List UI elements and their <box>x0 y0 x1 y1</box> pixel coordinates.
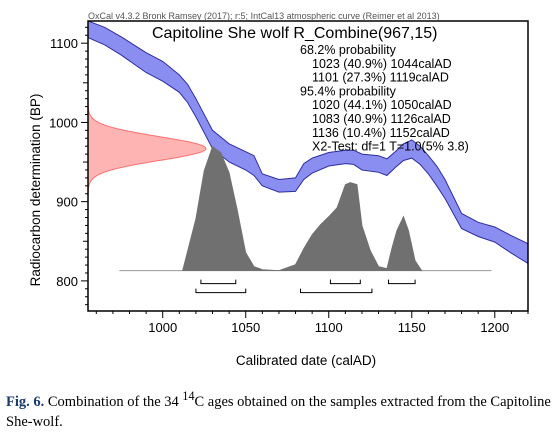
y-tick-label: 1100 <box>50 36 78 51</box>
range-68-bracket <box>388 279 416 285</box>
stats-line: 1101 (27.3%) 1119calAD <box>312 71 449 85</box>
y-axis-label: Radiocarbon determination (BP) <box>28 94 43 287</box>
x-tick-label: 1000 <box>148 320 177 335</box>
x-tick-label: 1050 <box>231 320 260 335</box>
stats-line: X2-Test: df=1 T=1.0(5% 3.8) <box>312 140 469 154</box>
plot-frame <box>87 20 529 312</box>
figure-label: Fig. 6. <box>6 393 45 410</box>
x-axis-label: Calibrated date (calAD) <box>236 353 376 368</box>
range-95-bracket <box>300 288 373 294</box>
y-tick-label: 800 <box>56 274 78 289</box>
y-tick-label: 900 <box>56 195 78 210</box>
calibration-curve-upper <box>88 21 528 245</box>
measurement-distribution <box>88 95 207 203</box>
posterior-distribution <box>182 145 423 272</box>
range-68-bracket <box>200 279 237 285</box>
x-tick-label: 1200 <box>480 320 509 335</box>
caption-superscript: 14 <box>182 389 195 403</box>
figure-caption: Fig. 6. Combination of the 34 14C ages o… <box>6 386 554 432</box>
stats-line: 1136 (10.4%) 1152calAD <box>312 126 450 140</box>
stats-line: 1083 (40.9%) 1126calAD <box>312 112 451 126</box>
stats-line: 95.4% probability <box>300 84 397 98</box>
stats-line: 1023 (40.9%) 1044calAD <box>312 57 452 71</box>
calibration-curve-band <box>88 21 528 264</box>
x-tick-label: 1100 <box>315 320 343 335</box>
caption-text-end: C ages obtained on the samples extracted… <box>6 393 551 430</box>
chart-title: Capitoline She wolf R_Combine(967,15) <box>152 25 438 42</box>
y-tick-label: 1000 <box>49 115 78 130</box>
range-95-bracket <box>195 288 247 294</box>
x-tick-label: 1150 <box>398 320 426 335</box>
plot-area <box>88 21 528 294</box>
calibration-chart: 1000 1050 1100 1150 1200 800 900 1000 1100 OxCal… <box>28 11 529 368</box>
range-68-bracket <box>329 279 361 285</box>
oxcal-header: OxCal v4.3.2 Bronk Ramsey (2017); r:5; I… <box>88 11 440 21</box>
axes: 1000 1050 1100 1150 1200 800 900 1000 1100 <box>49 26 529 335</box>
stats-line: 68.2% probability <box>300 43 397 57</box>
caption-text-start: Combination of the 34 <box>47 393 179 410</box>
stats-line: 1020 (44.1%) 1050calAD <box>312 98 452 112</box>
calibration-curve-lower <box>88 37 528 264</box>
